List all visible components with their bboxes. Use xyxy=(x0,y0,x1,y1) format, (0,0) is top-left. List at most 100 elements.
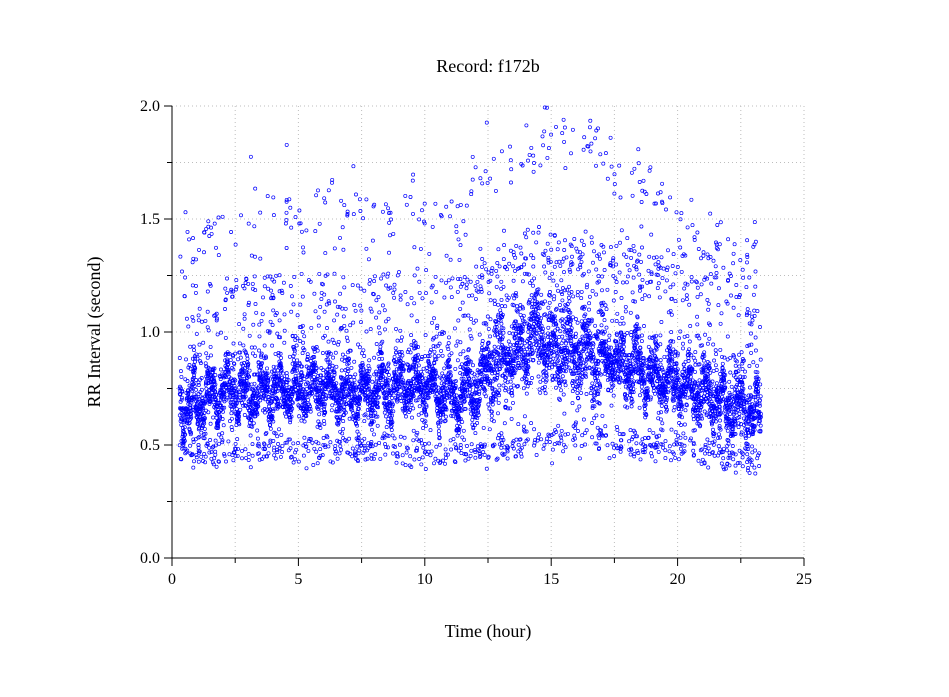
data-point xyxy=(191,344,196,349)
data-point xyxy=(290,400,295,405)
data-point xyxy=(305,380,310,385)
data-point xyxy=(202,436,207,441)
data-point xyxy=(307,393,312,398)
data-point xyxy=(353,372,358,377)
data-point xyxy=(298,385,303,390)
data-point xyxy=(380,339,385,344)
data-point xyxy=(380,356,385,361)
data-point xyxy=(218,377,223,382)
data-points xyxy=(177,105,763,476)
data-point xyxy=(242,403,247,408)
data-point xyxy=(233,386,238,391)
data-point xyxy=(266,376,271,381)
data-point xyxy=(341,419,346,424)
data-point xyxy=(326,360,331,365)
data-point xyxy=(386,366,391,371)
data-point xyxy=(202,426,207,431)
data-point xyxy=(191,381,196,386)
data-point xyxy=(302,435,307,440)
data-point xyxy=(194,387,198,392)
data-point xyxy=(357,391,362,396)
data-point xyxy=(366,376,371,381)
data-point xyxy=(291,389,296,394)
data-point xyxy=(241,397,246,402)
data-point xyxy=(276,386,281,391)
data-point xyxy=(357,402,362,407)
data-point xyxy=(360,362,365,367)
data-point xyxy=(229,411,234,416)
data-point xyxy=(317,412,322,417)
data-point xyxy=(279,367,284,372)
data-point xyxy=(308,359,313,363)
data-point xyxy=(273,406,278,411)
data-point xyxy=(203,399,208,404)
data-point xyxy=(299,364,304,369)
data-point xyxy=(362,390,367,395)
data-point xyxy=(208,394,213,399)
data-point xyxy=(367,386,371,391)
data-point xyxy=(314,369,318,374)
data-point xyxy=(278,361,283,366)
data-point xyxy=(329,408,334,413)
data-point xyxy=(326,387,331,392)
data-point xyxy=(374,379,379,384)
data-point xyxy=(372,397,377,402)
data-point xyxy=(228,400,233,405)
data-point xyxy=(202,421,207,426)
data-point xyxy=(245,356,250,361)
data-point xyxy=(210,394,215,398)
data-point xyxy=(390,404,395,409)
data-point xyxy=(375,414,380,419)
data-point xyxy=(350,408,355,413)
data-point xyxy=(300,373,305,378)
data-point xyxy=(222,392,227,397)
data-point xyxy=(226,352,230,356)
data-point xyxy=(338,416,343,421)
data-point xyxy=(257,348,261,353)
data-point xyxy=(218,414,223,419)
data-point xyxy=(306,381,311,386)
data-point xyxy=(376,405,381,410)
data-point xyxy=(262,343,267,348)
data-point xyxy=(237,385,241,390)
data-point xyxy=(285,378,290,382)
data-point xyxy=(345,366,350,371)
data-point xyxy=(389,409,394,414)
data-point xyxy=(270,415,275,420)
data-point xyxy=(178,369,183,374)
data-point xyxy=(260,360,264,365)
data-point xyxy=(366,379,371,384)
data-point xyxy=(229,385,234,390)
data-point xyxy=(272,368,276,373)
data-point xyxy=(331,368,336,373)
data-point xyxy=(334,386,339,391)
data-point xyxy=(382,390,387,395)
data-point xyxy=(182,425,187,430)
data-point xyxy=(221,409,225,414)
data-point xyxy=(217,410,222,415)
data-point xyxy=(216,425,221,430)
data-point xyxy=(265,384,270,389)
data-point xyxy=(390,413,394,418)
data-point xyxy=(293,369,298,374)
data-point xyxy=(180,388,185,393)
data-point xyxy=(386,383,391,388)
data-point xyxy=(255,428,260,433)
data-point xyxy=(193,366,198,371)
data-point xyxy=(256,384,261,389)
data-point xyxy=(286,378,291,383)
data-point xyxy=(307,402,311,407)
data-point xyxy=(359,370,364,375)
data-point xyxy=(374,369,379,374)
data-point xyxy=(226,369,231,374)
data-point xyxy=(387,378,392,383)
data-point xyxy=(384,369,389,374)
data-point xyxy=(323,397,328,401)
data-point xyxy=(180,395,185,400)
data-point xyxy=(365,408,370,412)
data-point xyxy=(374,371,379,376)
data-point xyxy=(334,381,339,386)
data-point xyxy=(271,419,276,424)
data-point xyxy=(243,394,248,399)
data-point xyxy=(232,377,237,382)
